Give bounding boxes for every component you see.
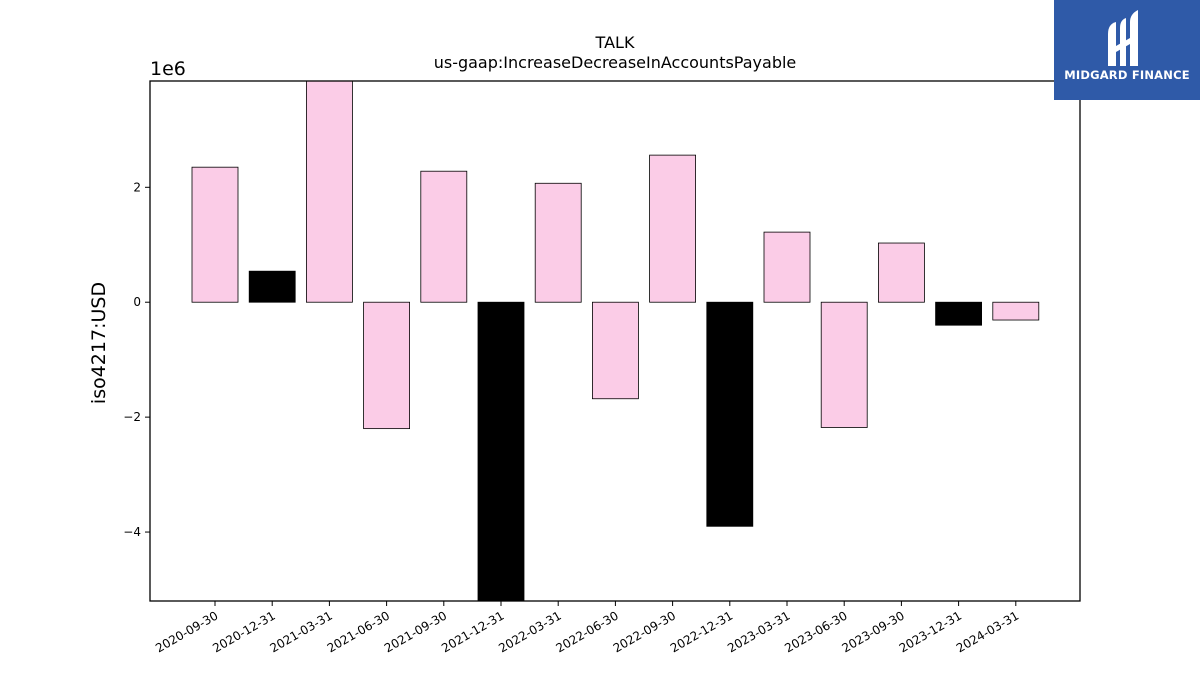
plot-frame xyxy=(149,80,1081,602)
logo-text: MIDGARD FINANCE xyxy=(1064,68,1190,82)
bars-group xyxy=(191,80,1040,602)
x-tick-label: 2022-06-30 xyxy=(553,608,620,655)
y-ticks-group: −4 −2 0 2 xyxy=(123,180,150,539)
bar-2022-06-30 xyxy=(592,301,639,400)
x-tick-label: 2023-12-31 xyxy=(897,608,964,655)
y-tick-label: 2 xyxy=(133,180,141,194)
bar-2023-06-30 xyxy=(820,301,868,428)
bar-2024-03-31 xyxy=(992,301,1040,321)
chart-title: TALK xyxy=(595,33,635,52)
bar-2023-09-30 xyxy=(878,242,925,303)
bar-2021-09-30 xyxy=(420,170,468,303)
x-tick-label: 2021-12-31 xyxy=(439,608,506,655)
x-tick-label: 2021-03-31 xyxy=(267,608,334,655)
x-tick-label: 2024-03-31 xyxy=(954,608,1021,655)
bar-2021-06-30 xyxy=(363,301,411,430)
bar-2020-09-30 xyxy=(191,166,239,303)
bar-2022-12-31 xyxy=(706,301,754,527)
x-tick-label: 2022-12-31 xyxy=(668,608,735,655)
y-tick-label: −4 xyxy=(123,525,141,539)
midgard-logo-icon xyxy=(1108,10,1138,66)
midgard-finance-logo: MIDGARD FINANCE xyxy=(1054,0,1200,100)
x-tick-label: 2020-12-31 xyxy=(210,608,277,655)
bar-2022-03-31 xyxy=(534,182,582,303)
x-ticks-group: 2020-09-302020-12-312021-03-312021-06-30… xyxy=(153,601,1021,655)
bar-2023-12-31 xyxy=(935,301,982,326)
x-tick-label: 2022-09-30 xyxy=(611,608,678,655)
bar-2023-03-31 xyxy=(763,231,811,303)
bar-2020-12-31 xyxy=(248,270,296,303)
x-tick-label: 2023-09-30 xyxy=(839,608,906,655)
y-axis-label: iso4217:USD xyxy=(88,282,110,404)
x-tick-label: 2023-03-31 xyxy=(725,608,792,655)
chart-subtitle: us-gaap:IncreaseDecreaseInAccountsPayabl… xyxy=(434,53,797,72)
y-scale-label: 1e6 xyxy=(150,58,186,80)
y-tick-label: 0 xyxy=(133,295,141,309)
x-tick-label: 2023-06-30 xyxy=(782,608,849,655)
y-tick-label: −2 xyxy=(123,410,141,424)
x-tick-label: 2022-03-31 xyxy=(496,608,563,655)
x-tick-label: 2021-06-30 xyxy=(325,608,392,655)
bar-2021-03-31 xyxy=(305,80,353,303)
x-tick-label: 2020-09-30 xyxy=(153,608,220,655)
x-tick-label: 2021-09-30 xyxy=(382,608,449,655)
bar-2021-12-31 xyxy=(477,301,525,602)
bar-2022-09-30 xyxy=(649,154,696,303)
